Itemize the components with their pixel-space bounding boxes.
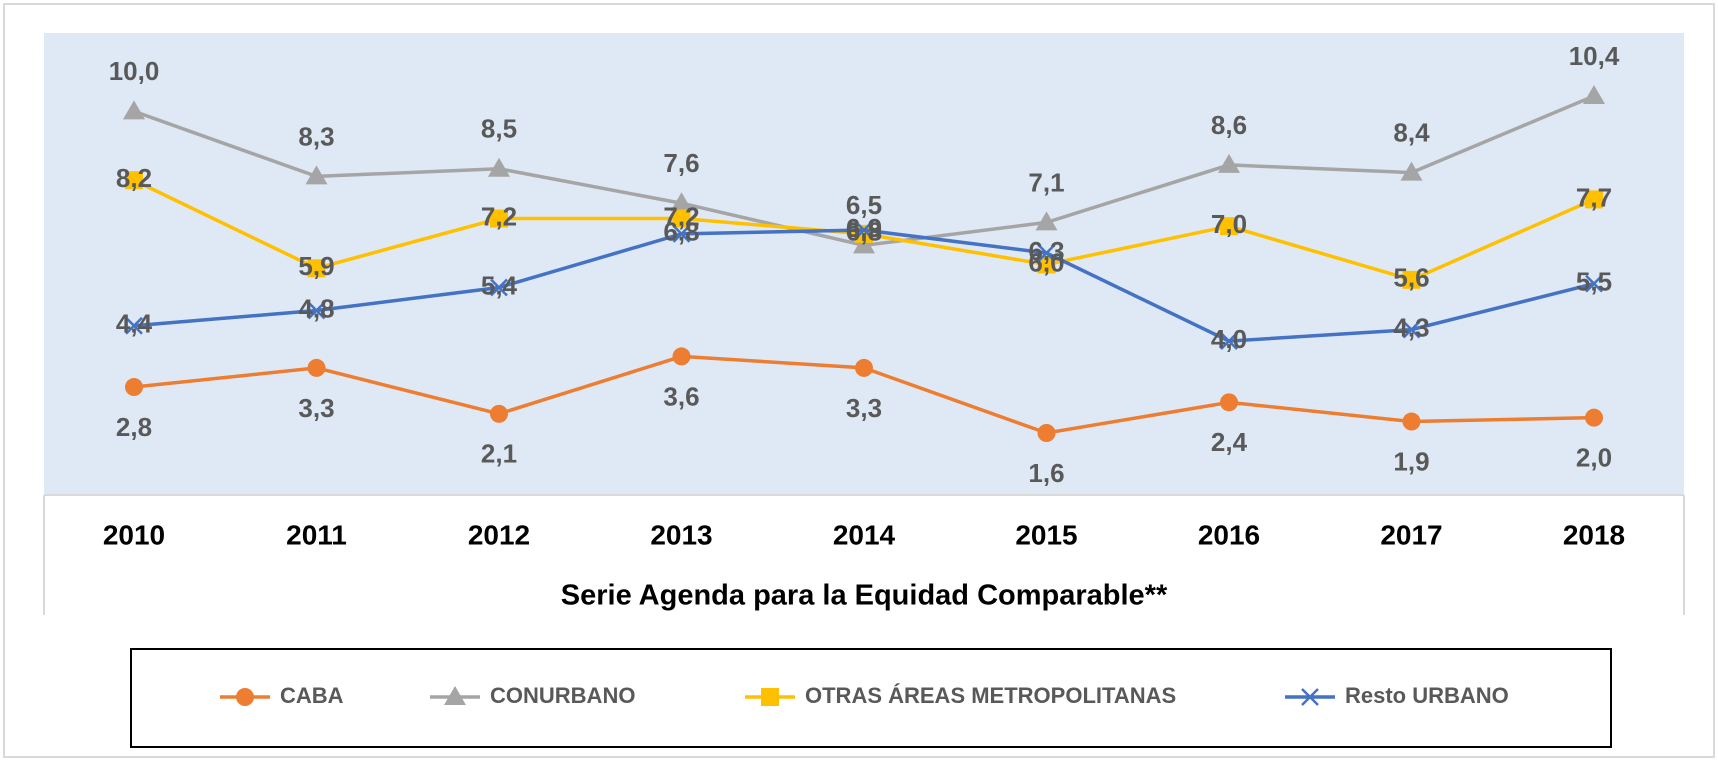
legend: [130, 648, 1612, 748]
x-tick-label: 2017: [1380, 519, 1442, 550]
data-label: 6,5: [846, 190, 882, 220]
data-label: 1,9: [1393, 446, 1429, 476]
point: [1037, 255, 1056, 274]
point: [444, 686, 466, 705]
legend-label: Resto URBANO: [1345, 683, 1509, 708]
data-label: 8,4: [1393, 117, 1430, 147]
data-label: 8,6: [1211, 110, 1247, 140]
point: [125, 378, 143, 397]
point: [307, 358, 326, 377]
data-label: 7,2: [663, 201, 699, 231]
data-label: 2,8: [116, 412, 152, 442]
data-label: 2,1: [481, 439, 517, 469]
point: [1585, 408, 1603, 427]
point: [855, 358, 873, 377]
point: [672, 347, 691, 366]
data-label: 5,6: [1393, 263, 1429, 293]
x-tick-label: 2015: [1015, 519, 1077, 550]
point: [1035, 211, 1058, 231]
data-label: 8,2: [116, 163, 152, 193]
data-label: 4,0: [1211, 324, 1247, 354]
point: [853, 234, 875, 254]
point: [1583, 85, 1605, 104]
point: [307, 259, 326, 278]
data-label: 3,3: [846, 393, 882, 423]
point: [490, 278, 508, 297]
data-label: 8,5: [481, 114, 517, 144]
data-label: 6,3: [1028, 236, 1064, 266]
x-tick-label: 2011: [286, 519, 347, 550]
data-label: 6,8: [663, 217, 699, 247]
data-label: 6,8: [846, 217, 882, 247]
data-label: 10,4: [1569, 41, 1620, 71]
point: [1037, 244, 1056, 262]
data-label: 7,2: [481, 201, 517, 231]
data-label: 7,0: [1211, 209, 1247, 239]
chart-title: Serie Agenda para la Equidad Comparable*…: [561, 580, 1168, 612]
data-label: 6,9: [846, 213, 882, 243]
point: [1220, 217, 1238, 236]
data-label: 7,7: [1576, 182, 1612, 212]
data-label: 4,3: [1393, 312, 1429, 342]
point: [1402, 270, 1421, 289]
x-tick-label: 2012: [468, 519, 530, 550]
data-label: 5,5: [1576, 267, 1612, 297]
point: [125, 171, 143, 190]
point: [305, 165, 328, 185]
point: [1220, 332, 1238, 350]
point: [672, 224, 691, 243]
plot-area: [44, 33, 1684, 495]
point: [123, 100, 145, 120]
data-label: 3,3: [298, 393, 334, 423]
x-tick-label: 2010: [103, 519, 165, 550]
point: [490, 209, 508, 228]
x-tick-label: 2014: [833, 519, 896, 550]
data-label: 1,6: [1028, 458, 1064, 488]
point: [670, 192, 693, 212]
point: [1585, 190, 1603, 209]
point: [1402, 412, 1421, 431]
data-label: 7,1: [1028, 167, 1064, 197]
legend-label: CABA: [280, 683, 344, 708]
data-label: 6,0: [1028, 247, 1064, 277]
data-label: 10,0: [109, 56, 160, 86]
point: [236, 688, 254, 706]
point: [1218, 153, 1240, 173]
data-label: 5,4: [481, 270, 518, 300]
point: [761, 688, 779, 706]
data-label: 4,8: [298, 293, 334, 323]
data-label: 2,0: [1576, 443, 1612, 473]
point: [1037, 424, 1056, 442]
point: [1402, 320, 1421, 339]
point: [1301, 688, 1319, 706]
point: [490, 404, 508, 423]
data-label: 4,4: [116, 309, 153, 339]
legend-label: OTRAS ÁREAS METROPOLITANAS: [805, 683, 1176, 708]
point: [125, 316, 143, 335]
x-tick-label: 2018: [1563, 519, 1625, 550]
data-label: 5,9: [298, 251, 334, 281]
point: [488, 157, 510, 177]
legend-label: CONURBANO: [490, 683, 635, 708]
point: [672, 209, 691, 228]
data-label: 8,3: [298, 121, 334, 151]
point: [307, 301, 326, 320]
x-tick-label: 2016: [1198, 519, 1260, 550]
data-label: 2,4: [1211, 427, 1248, 457]
point: [1400, 161, 1423, 181]
point: [855, 221, 873, 239]
data-label: 7,6: [663, 148, 699, 178]
point: [1585, 274, 1603, 293]
data-label: 3,6: [663, 381, 699, 411]
x-tick-label: 2013: [650, 519, 712, 550]
point: [1220, 393, 1238, 412]
